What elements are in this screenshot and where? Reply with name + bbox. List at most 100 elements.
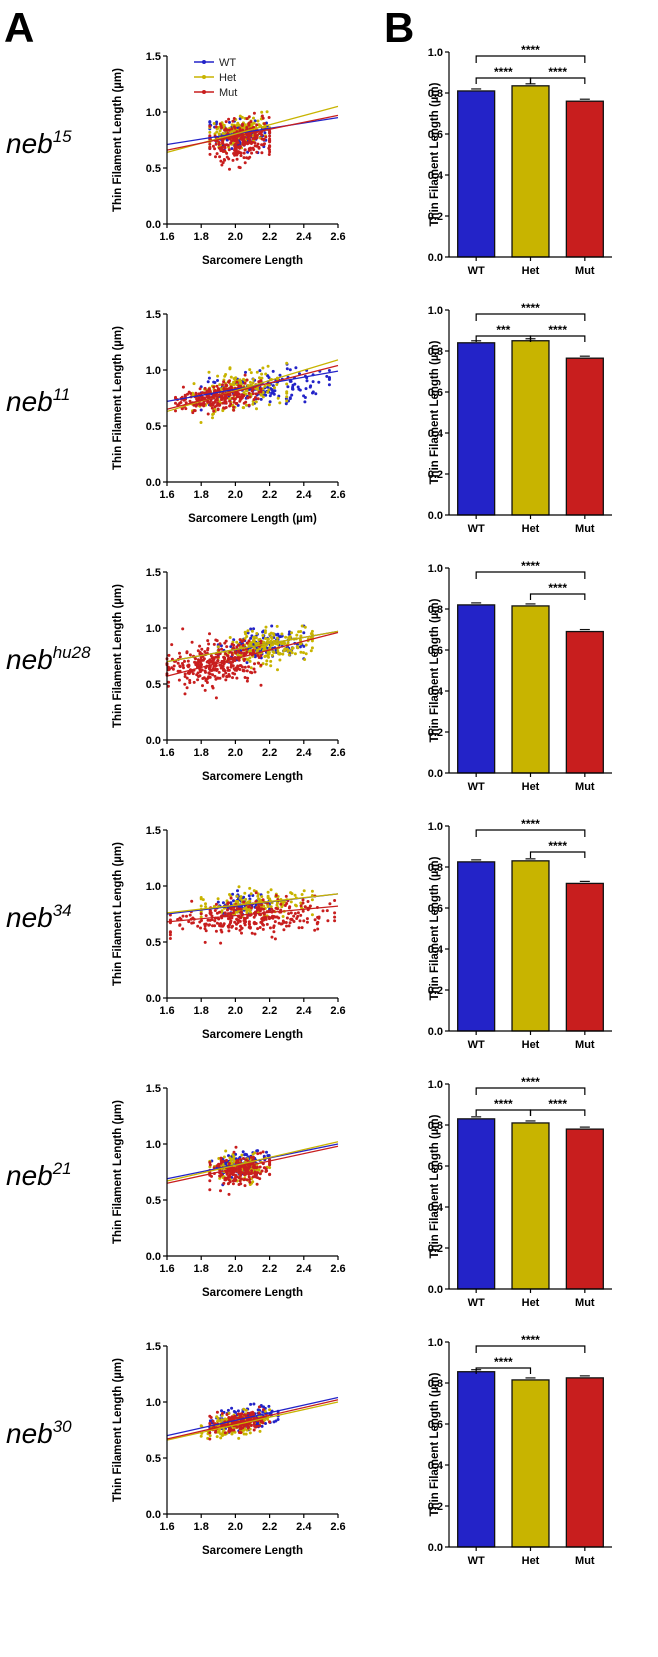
y-tick-label: 0.0 (428, 768, 443, 780)
data-point (204, 679, 208, 683)
category-label-wt: WT (468, 523, 485, 535)
data-point (219, 1189, 222, 1193)
data-point (170, 643, 174, 647)
data-point (238, 127, 242, 131)
category-label-het: Het (522, 1297, 540, 1309)
genotype-name: neb (6, 386, 53, 417)
data-point (296, 911, 300, 915)
data-point (196, 671, 200, 675)
y-tick-label: 0.6 (428, 387, 443, 399)
data-point (285, 361, 289, 365)
y-tick-label: 0.0 (146, 993, 161, 1005)
x-tick-label: 2.2 (262, 231, 277, 243)
data-point (203, 940, 207, 944)
data-point (234, 651, 238, 655)
data-point (266, 896, 270, 900)
y-tick-label: 0.4 (428, 686, 444, 698)
panel-label-a: A (4, 4, 34, 51)
data-point (293, 912, 297, 915)
data-point (191, 411, 195, 415)
data-point (177, 678, 181, 682)
data-point (252, 116, 255, 120)
data-point (208, 1421, 212, 1425)
data-point (247, 156, 250, 160)
data-point (201, 677, 205, 680)
data-point (213, 924, 217, 928)
data-point (181, 927, 185, 931)
data-point (203, 396, 206, 400)
data-point (209, 403, 213, 407)
data-point (232, 638, 236, 642)
x-tick-label: 2.4 (296, 747, 312, 759)
data-point (220, 145, 224, 149)
data-point (276, 1418, 280, 1421)
bar-het (511, 860, 550, 1032)
category-label-mut: Mut (575, 1039, 595, 1051)
category-label-mut: Mut (575, 523, 595, 535)
data-point (168, 933, 172, 937)
data-point (278, 373, 282, 377)
data-point (243, 921, 247, 925)
data-point (223, 146, 227, 150)
data-point (289, 911, 293, 915)
data-point (272, 930, 276, 934)
data-point (229, 656, 232, 660)
data-point (167, 680, 171, 684)
data-point (268, 129, 272, 133)
genotype-label: neb30 (6, 1417, 72, 1449)
y-tick-label: 1.5 (146, 825, 161, 837)
data-point (212, 412, 215, 416)
data-point (248, 380, 252, 384)
data-point (174, 409, 177, 413)
data-point (246, 900, 250, 904)
legend-label-mut: Mut (219, 87, 237, 99)
data-point (247, 925, 251, 929)
data-point (224, 678, 228, 682)
data-point (268, 140, 272, 144)
data-point (243, 1184, 247, 1188)
data-point (299, 634, 303, 638)
data-point (236, 1160, 240, 1164)
y-tick-label: 1.5 (146, 309, 161, 321)
data-point (252, 111, 256, 115)
x-axis-label: Sarcomere Length (µm) (188, 513, 317, 525)
data-point (264, 637, 267, 640)
data-point (257, 661, 261, 665)
data-point (270, 907, 274, 911)
data-point (235, 393, 239, 397)
data-point (237, 1431, 241, 1434)
data-point (271, 916, 275, 920)
data-point (239, 1174, 243, 1177)
data-point (279, 902, 283, 906)
data-point (231, 1171, 235, 1175)
data-point (213, 147, 217, 151)
data-point (226, 1182, 230, 1186)
data-point (236, 123, 240, 127)
data-point (247, 905, 251, 909)
data-point (243, 665, 247, 669)
x-tick-label: 2.0 (228, 489, 243, 501)
data-point (305, 379, 309, 383)
data-point (208, 1161, 212, 1164)
data-point (221, 673, 225, 677)
data-point (263, 122, 266, 126)
data-point (291, 385, 295, 389)
data-point (314, 392, 318, 396)
data-point (262, 137, 266, 141)
data-point (224, 671, 228, 675)
data-point (245, 635, 249, 638)
data-point (242, 659, 246, 662)
data-point (167, 668, 170, 672)
series-mut (208, 1145, 272, 1196)
data-point (183, 672, 187, 676)
bar-chart: WT Het Mut 0.0 0.2 0.4 0.6 0.8 1.0 Thin Filament … (428, 301, 612, 535)
data-point (268, 1162, 272, 1166)
data-point (216, 655, 220, 659)
data-point (222, 1155, 226, 1159)
data-point (298, 642, 302, 646)
data-point (226, 912, 230, 916)
data-point (199, 1424, 203, 1428)
data-point (237, 1168, 241, 1172)
chart-row-5: neb21 0.0 0.5 1.0 1.5 1.6 1.8 2.0 2.2 2.4 2.6 Sarco… (6, 1075, 612, 1309)
data-point (186, 671, 190, 675)
